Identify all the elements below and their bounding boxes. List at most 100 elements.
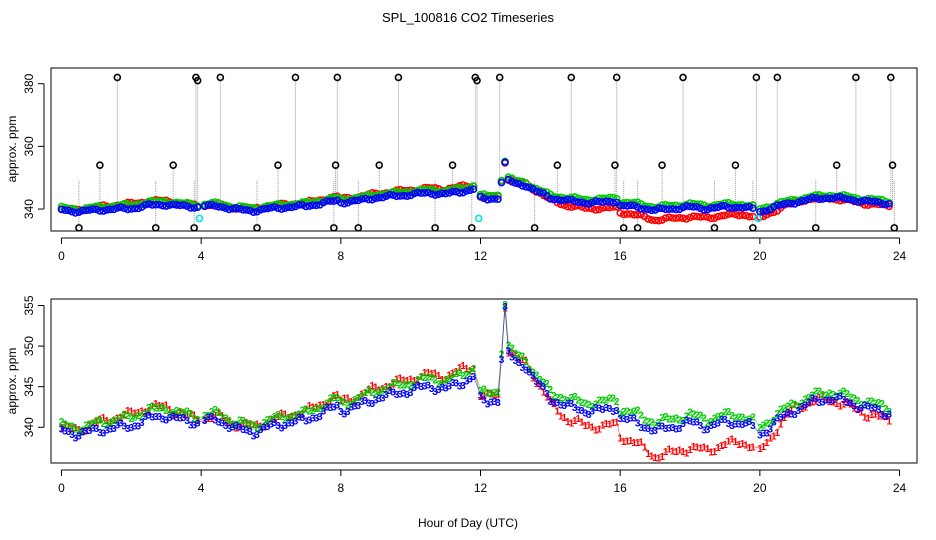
data-point-1: 1 bbox=[352, 397, 358, 408]
data-point-blue bbox=[801, 196, 810, 205]
data-point-1: 1 bbox=[254, 419, 260, 430]
data-point-3: 3 bbox=[659, 421, 665, 432]
data-point-blue bbox=[214, 203, 223, 211]
data-point-blue bbox=[82, 206, 90, 215]
cyan-point bbox=[474, 214, 483, 223]
data-point-blue bbox=[549, 195, 558, 204]
data-point-2: 2 bbox=[115, 416, 121, 427]
data-point-3: 3 bbox=[736, 420, 742, 431]
data-point-red bbox=[563, 202, 572, 211]
data-point-3: 3 bbox=[97, 428, 103, 439]
data-point-blue bbox=[556, 196, 565, 205]
data-point-2: 2 bbox=[509, 343, 515, 354]
data-point-2: 2 bbox=[796, 402, 802, 413]
data-point-2: 2 bbox=[837, 388, 843, 399]
data-point-1: 1 bbox=[457, 363, 463, 374]
data-point-blue bbox=[553, 195, 562, 204]
data-point-1: 1 bbox=[174, 410, 180, 421]
data-point-blue bbox=[78, 206, 87, 215]
data-point-2: 2 bbox=[125, 411, 131, 422]
data-point-3: 3 bbox=[666, 424, 672, 435]
data-point-blue bbox=[235, 204, 244, 213]
data-point-2: 2 bbox=[247, 419, 253, 430]
data-point-1: 1 bbox=[184, 410, 190, 421]
data-point-3: 3 bbox=[530, 371, 536, 382]
data-point-1: 1 bbox=[855, 405, 861, 416]
data-point-1: 1 bbox=[862, 412, 868, 423]
cyan-point bbox=[754, 214, 762, 223]
data-point-blue bbox=[431, 191, 439, 199]
data-point-1: 1 bbox=[450, 369, 456, 380]
data-point-1: 1 bbox=[691, 442, 697, 453]
data-point-1: 1 bbox=[872, 410, 878, 421]
data-point-blue bbox=[378, 193, 387, 202]
data-point-blue bbox=[532, 187, 541, 195]
data-point-2: 2 bbox=[652, 420, 658, 431]
data-point-2: 2 bbox=[530, 368, 536, 379]
data-point-2: 2 bbox=[73, 424, 79, 435]
data-point-blue bbox=[522, 183, 530, 191]
data-point-3: 3 bbox=[268, 420, 274, 431]
data-point-2: 2 bbox=[712, 413, 718, 424]
data-point-1: 1 bbox=[823, 395, 829, 406]
data-point-2: 2 bbox=[394, 378, 400, 389]
data-point-red bbox=[623, 210, 632, 218]
data-point-2: 2 bbox=[303, 404, 309, 415]
data-point-blue bbox=[312, 201, 321, 210]
data-point-1: 1 bbox=[481, 391, 487, 402]
data-point-blue bbox=[438, 189, 446, 198]
data-point-1: 1 bbox=[69, 423, 75, 434]
data-point-1: 1 bbox=[778, 420, 784, 431]
data-point-3: 3 bbox=[366, 399, 372, 410]
data-point-3: 3 bbox=[523, 366, 529, 377]
data-point-2: 2 bbox=[562, 395, 568, 406]
data-point-1: 1 bbox=[139, 407, 145, 418]
data-point-1: 1 bbox=[328, 397, 334, 408]
data-point-blue bbox=[546, 195, 555, 203]
data-point-blue bbox=[267, 203, 275, 212]
data-point-blue bbox=[654, 204, 663, 213]
data-point-blue bbox=[710, 204, 719, 212]
data-point-2: 2 bbox=[268, 414, 274, 425]
data-point-3: 3 bbox=[715, 419, 721, 430]
cyan-point bbox=[195, 214, 204, 223]
data-point-2: 2 bbox=[879, 399, 885, 410]
spike-point bbox=[75, 224, 83, 232]
spike-point bbox=[473, 76, 481, 85]
data-point-2: 2 bbox=[848, 393, 854, 404]
data-point-blue bbox=[637, 205, 645, 213]
data-point-2: 2 bbox=[600, 395, 606, 406]
data-point-blue bbox=[860, 196, 869, 205]
data-point-2: 2 bbox=[589, 402, 595, 413]
data-point-2: 2 bbox=[823, 390, 829, 401]
data-point-1: 1 bbox=[579, 417, 585, 428]
data-point-2: 2 bbox=[349, 399, 355, 410]
data-point-1: 1 bbox=[666, 444, 672, 455]
chart-title: SPL_100816 CO2 Timeseries bbox=[382, 10, 554, 25]
data-point-2: 2 bbox=[90, 419, 96, 430]
data-point-blue bbox=[211, 202, 219, 210]
spike-point bbox=[888, 161, 897, 169]
data-point-blue bbox=[735, 203, 743, 212]
data-point-2: 2 bbox=[136, 411, 142, 422]
data-point-2: 2 bbox=[432, 376, 438, 387]
data-point-2: 2 bbox=[687, 408, 693, 419]
data-point-2: 2 bbox=[66, 422, 72, 433]
data-point-3: 3 bbox=[457, 382, 463, 393]
data-point-1: 1 bbox=[265, 419, 271, 430]
data-point-blue bbox=[878, 200, 886, 208]
data-point-blue bbox=[494, 195, 502, 203]
data-point-3: 3 bbox=[104, 425, 110, 436]
data-point-3: 3 bbox=[380, 394, 386, 405]
data-point-2: 2 bbox=[226, 416, 232, 427]
data-point-3: 3 bbox=[181, 413, 187, 424]
data-point-2: 2 bbox=[610, 394, 616, 405]
data-point-blue bbox=[742, 203, 750, 211]
data-point-blue bbox=[323, 197, 331, 205]
data-point-1: 1 bbox=[562, 413, 568, 424]
data-point-blue bbox=[762, 207, 771, 215]
data-point-red bbox=[560, 201, 569, 209]
data-point-1: 1 bbox=[293, 410, 299, 421]
data-point-1: 1 bbox=[356, 393, 362, 404]
